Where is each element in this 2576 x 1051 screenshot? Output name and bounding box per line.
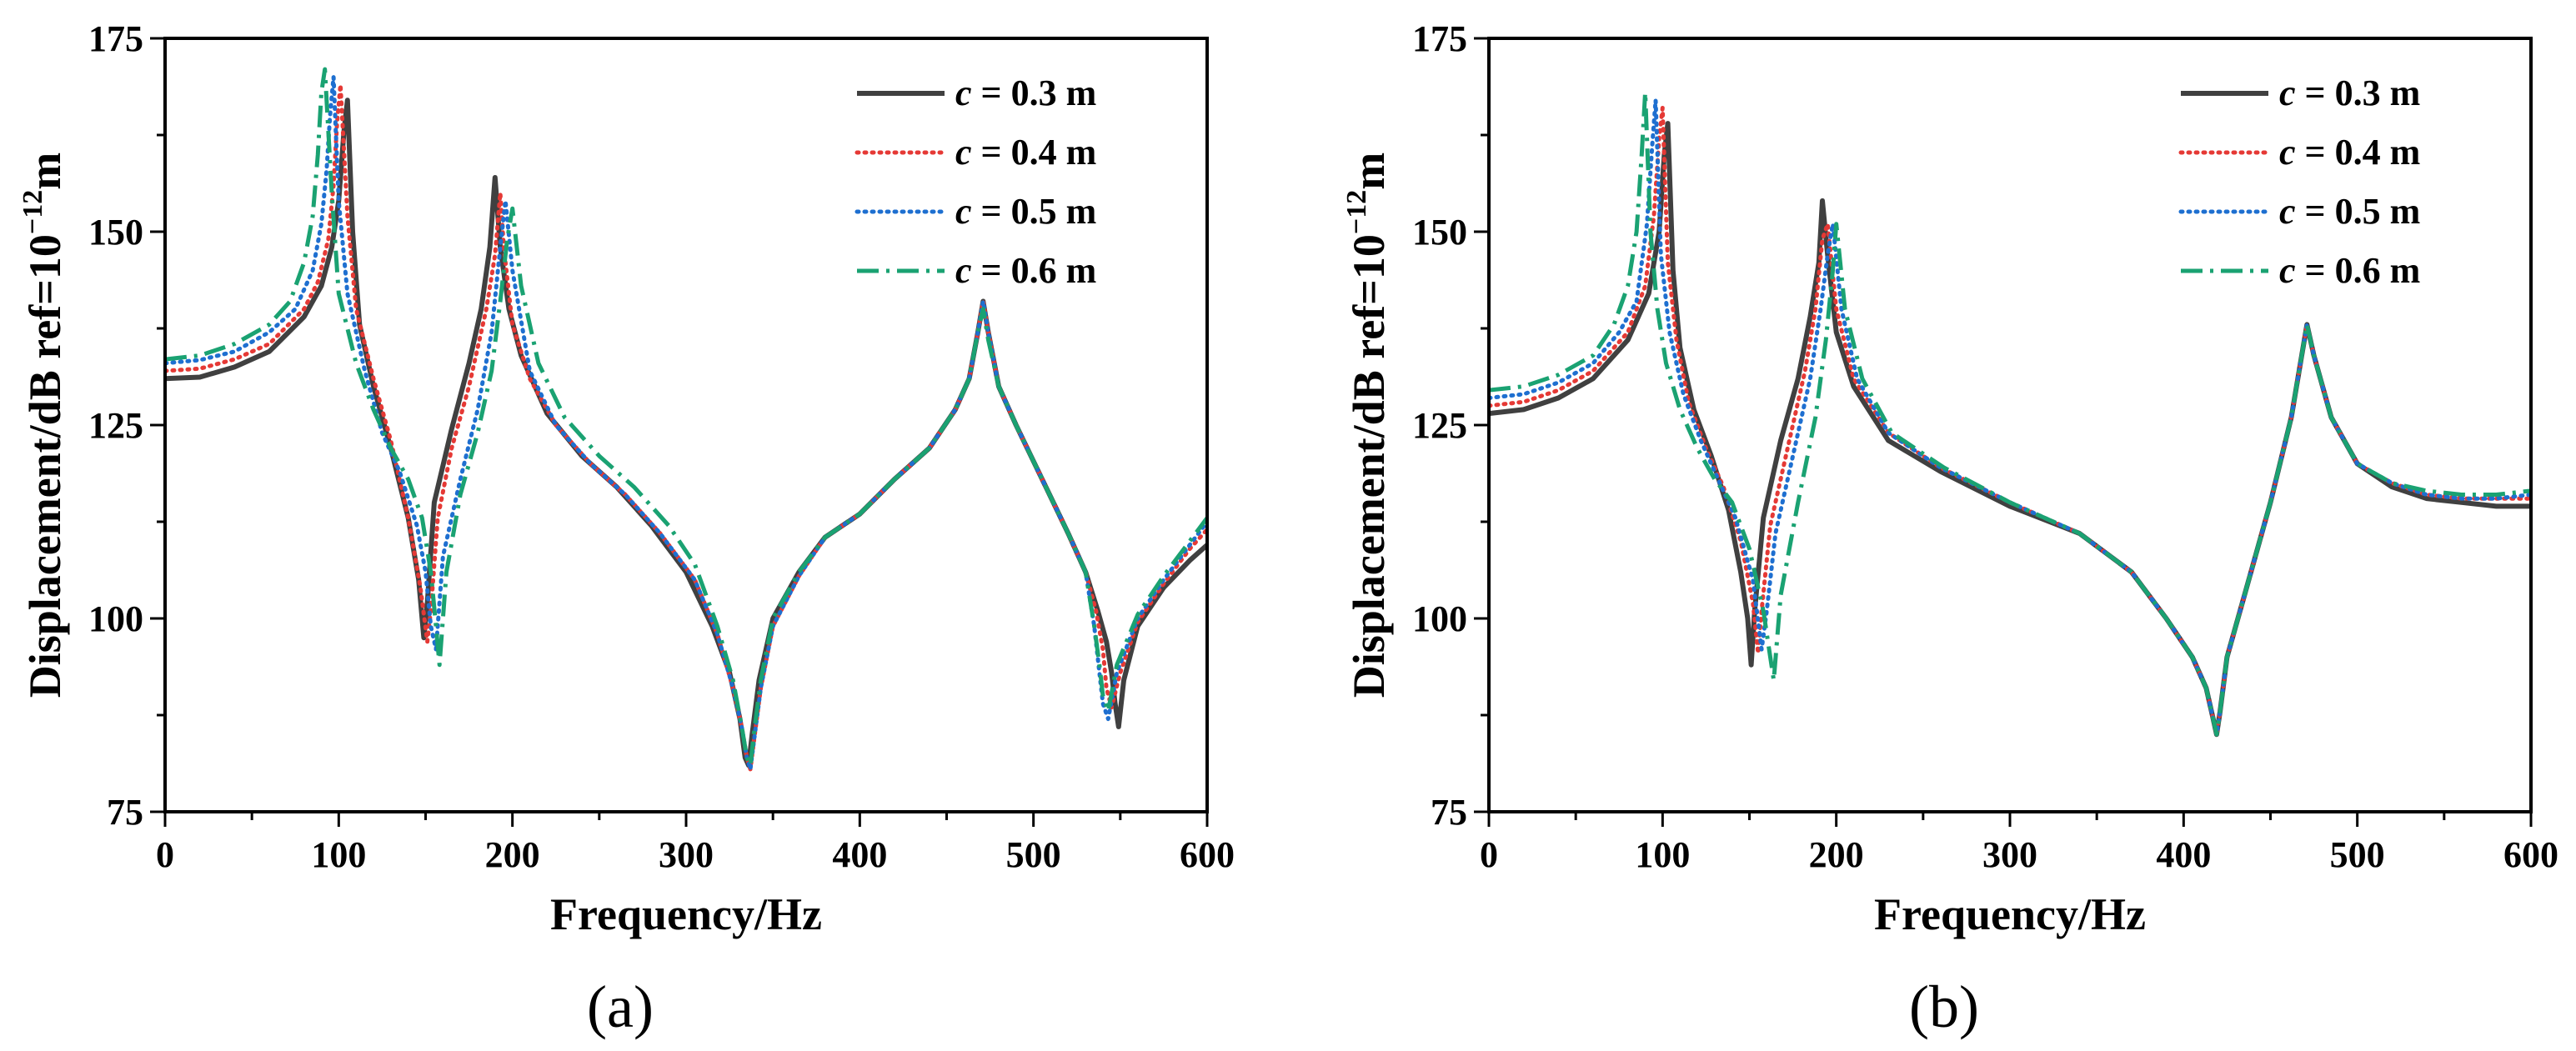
x-tick-label: 400	[832, 834, 887, 875]
x-tick-label: 100	[311, 834, 366, 875]
x-tick-label: 600	[1180, 834, 1235, 875]
chart-panel-a: 0 100 200 300 400 500 600 75 100 125 150 175 Freque…	[18, 18, 1235, 1040]
y-axis-title-main-b: Displacement/dB ref=10	[1344, 234, 1394, 698]
x-tick-label: 100	[1635, 834, 1690, 875]
x-tick-label: 0	[1480, 834, 1498, 875]
y-tick-label: 125	[88, 405, 143, 446]
y-axis-title-exp-b: −12	[1341, 190, 1372, 234]
legend-label: c = 0.5 m	[955, 191, 1096, 232]
legend-label: c = 0.3 m	[955, 73, 1096, 113]
series-line-a-4	[165, 67, 1207, 768]
panel-label-a: (a)	[587, 973, 654, 1040]
x-tick-label: 0	[156, 834, 174, 875]
legend-label: c = 0.6 m	[955, 250, 1096, 291]
chart-panel-b: 0 100 200 300 400 500 600 75 100 125 150 175 Freque…	[1341, 18, 2558, 1040]
y-tick-label: 150	[88, 212, 143, 253]
x-axis-title-a: Frequency/Hz	[550, 889, 822, 939]
legend-label: c = 0.4 m	[955, 132, 1096, 173]
y-axis-title-b: Displacement/dB ref=10−12m	[1341, 153, 1394, 698]
y-tick-label: 125	[1412, 405, 1467, 446]
y-tick-label: 150	[1412, 212, 1467, 253]
series-line-b-4	[1489, 90, 2531, 737]
legend-label: c = 0.3 m	[2279, 73, 2420, 113]
legend-label: c = 0.5 m	[2279, 191, 2420, 232]
x-tick-label: 500	[1006, 834, 1061, 875]
y-tick-label: 175	[88, 18, 143, 59]
x-tick-label: 400	[2156, 834, 2211, 875]
x-axis-title-b: Frequency/Hz	[1874, 889, 2146, 939]
series-line-a-3	[165, 74, 1207, 772]
y-axis-title-a: Displacement/dB ref=10−12m	[18, 153, 70, 698]
legend-label: c = 0.6 m	[2279, 250, 2420, 291]
series-line-a-2	[165, 83, 1207, 772]
y-tick-label: 75	[1431, 792, 1467, 833]
y-axis-title-main-a: Displacement/dB ref=10	[20, 234, 70, 698]
y-tick-label: 100	[88, 598, 143, 639]
x-tick-label: 300	[1982, 834, 2037, 875]
legend-label: c = 0.4 m	[2279, 132, 2420, 173]
y-tick-label: 75	[107, 792, 143, 833]
y-tick-label: 175	[1412, 18, 1467, 59]
y-axis-title-unit-a: m	[20, 153, 70, 190]
x-tick-label: 500	[2330, 834, 2385, 875]
x-tick-label: 600	[2503, 834, 2558, 875]
x-tick-label: 200	[1809, 834, 1864, 875]
series-line-b-3	[1489, 98, 2531, 737]
y-tick-label: 100	[1412, 598, 1467, 639]
x-tick-label: 300	[659, 834, 714, 875]
panel-label-b: (b)	[1909, 973, 1979, 1040]
y-axis-title-unit-b: m	[1344, 153, 1394, 190]
y-axis-title-exp-a: −12	[18, 190, 48, 234]
x-tick-label: 200	[485, 834, 540, 875]
